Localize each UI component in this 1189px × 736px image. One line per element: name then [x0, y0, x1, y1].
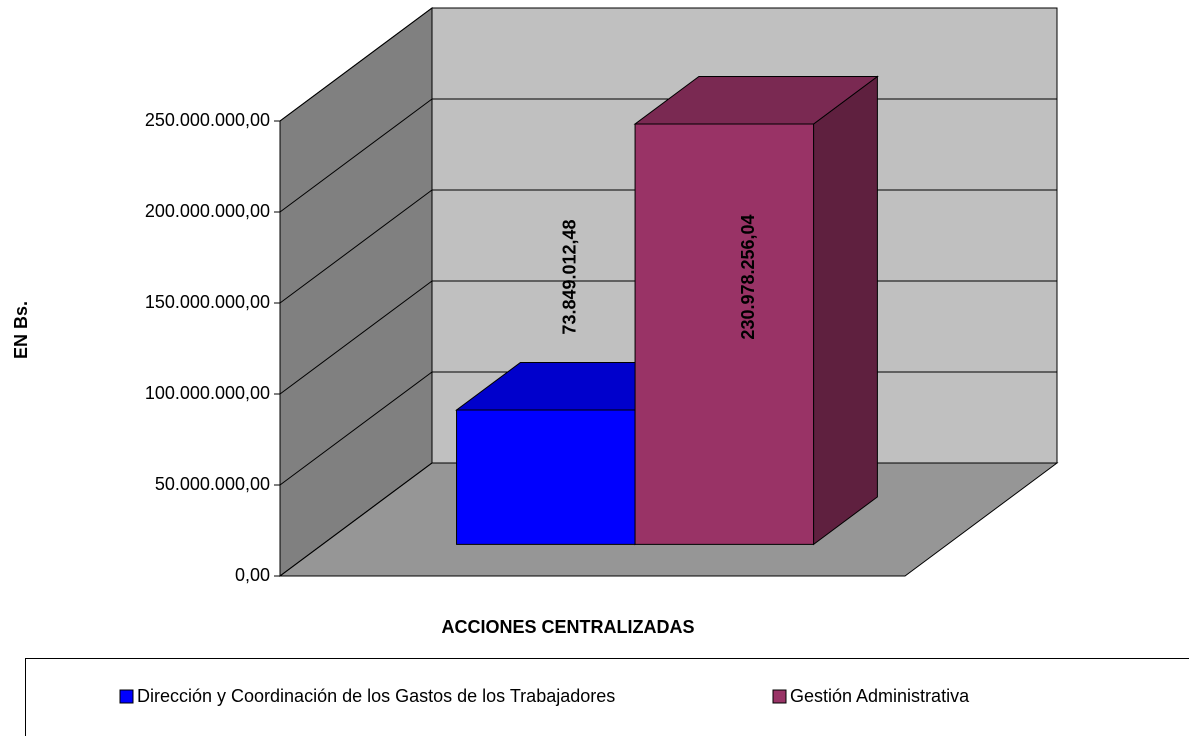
y-tick-label: 200.000.000,00 — [145, 201, 270, 221]
grid-line — [279, 189, 433, 304]
grid-line — [279, 462, 433, 577]
bar-side — [813, 75, 878, 546]
data-label: 230.978.256,04 — [738, 214, 758, 339]
data-label: 73.849.012,48 — [560, 219, 580, 334]
y-tick-label: 50.000.000,00 — [155, 474, 270, 494]
legend-box — [25, 658, 1189, 736]
grid-line — [279, 7, 433, 122]
grid-line — [279, 98, 433, 213]
y-tick-label: 100.000.000,00 — [145, 383, 270, 403]
y-axis-title: EN Bs. — [11, 301, 31, 359]
legend-swatch — [772, 689, 787, 704]
grid-line — [279, 280, 433, 395]
y-tick-label: 250.000.000,00 — [145, 110, 270, 130]
legend-swatch — [119, 689, 134, 704]
legend-label: Gestión Administrativa — [790, 686, 970, 706]
bar — [456, 409, 636, 545]
x-axis-title: ACCIONES CENTRALIZADAS — [441, 617, 694, 637]
legend-label: Dirección y Coordinación de los Gastos d… — [137, 686, 615, 706]
y-tick-label: 150.000.000,00 — [145, 292, 270, 312]
grid-line — [279, 371, 433, 486]
bar — [634, 123, 815, 545]
y-tick-label: 0,00 — [235, 565, 270, 585]
